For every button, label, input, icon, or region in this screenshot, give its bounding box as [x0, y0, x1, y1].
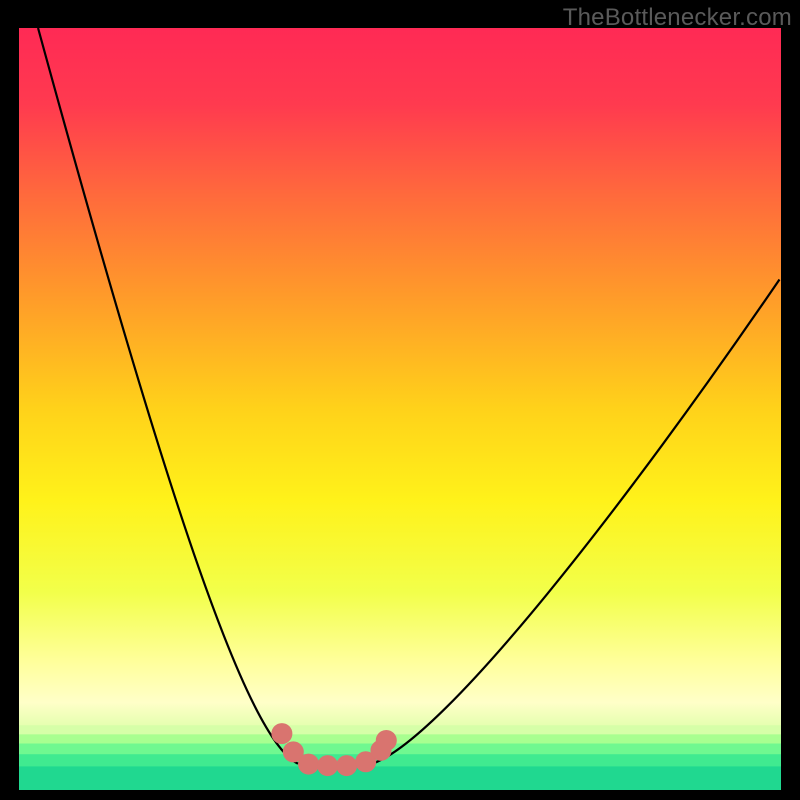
bottleneck-chart — [0, 0, 800, 800]
marker-dot — [272, 724, 292, 744]
marker-dot — [337, 756, 357, 776]
marker-dot — [299, 754, 319, 774]
marker-dot — [376, 730, 396, 750]
bottom-band-stripe — [19, 754, 781, 766]
chart-frame: { "canvas": { "width": 800, "height": 80… — [0, 0, 800, 800]
bottom-band-stripe — [19, 766, 781, 790]
marker-dot — [318, 756, 338, 776]
bottom-band-stripe — [19, 725, 781, 734]
watermark-text: TheBottlenecker.com — [563, 4, 792, 32]
bottom-band-stripe — [19, 734, 781, 743]
plot-background — [19, 28, 781, 790]
